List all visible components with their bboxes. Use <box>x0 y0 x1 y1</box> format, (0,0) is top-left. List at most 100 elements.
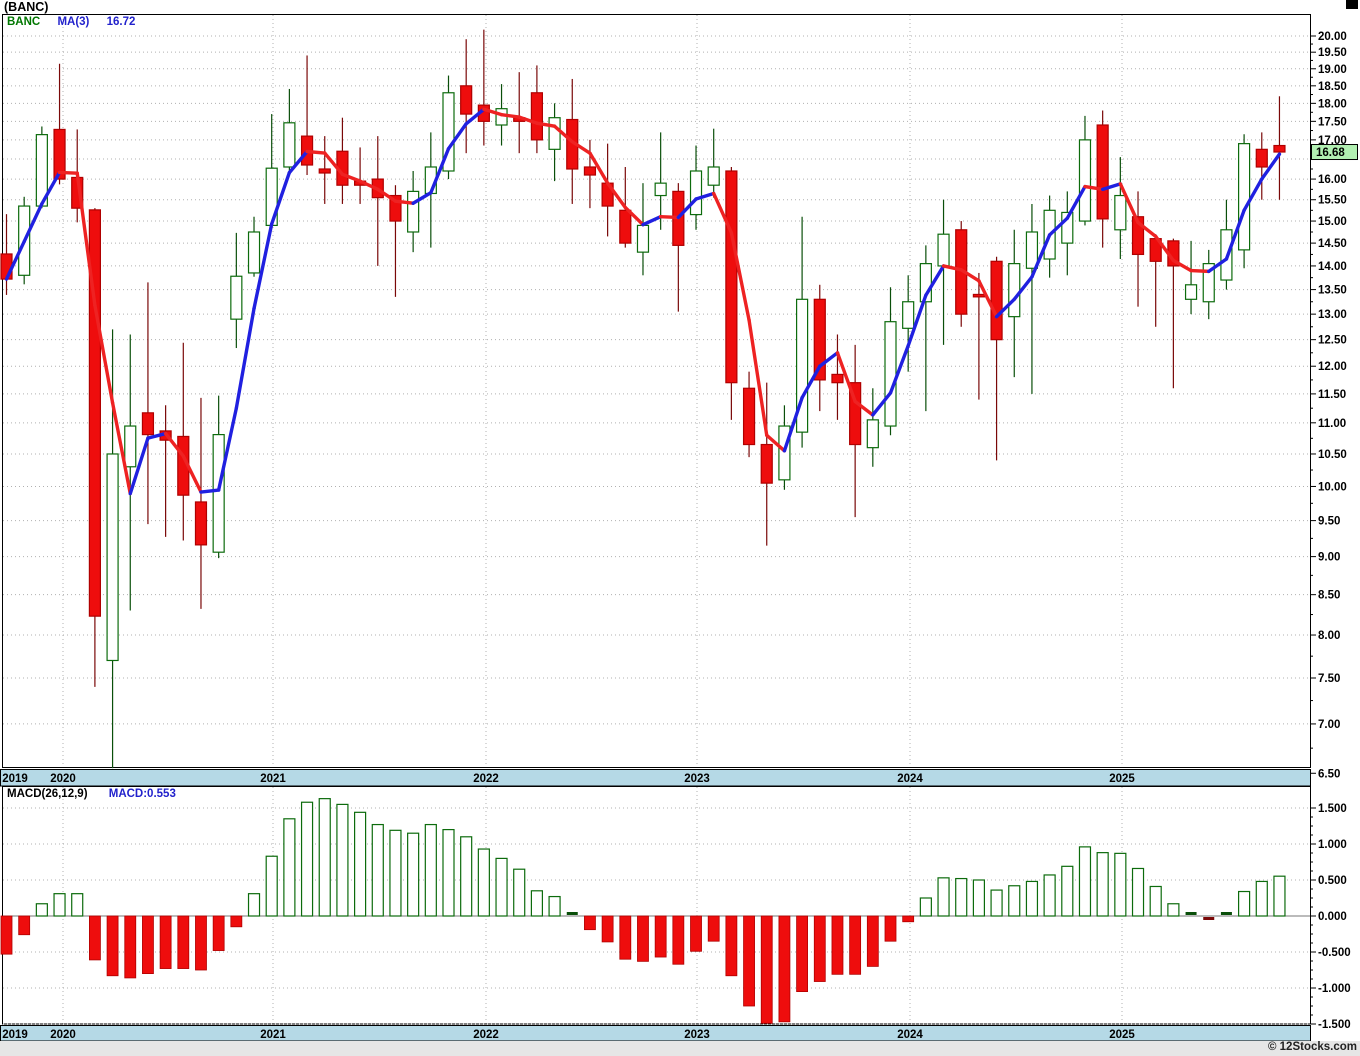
candlestick[interactable] <box>230 232 243 349</box>
macd-bar[interactable] <box>1185 912 1197 915</box>
macd-bar[interactable] <box>424 823 437 917</box>
macd-bar[interactable] <box>1025 880 1039 917</box>
macd-bar[interactable] <box>389 829 402 917</box>
macd-bar[interactable] <box>548 895 561 917</box>
candlestick[interactable] <box>1025 203 1039 394</box>
macd-bar[interactable] <box>725 915 738 977</box>
candlestick[interactable] <box>212 395 225 559</box>
macd-bar[interactable] <box>990 889 1003 917</box>
macd-bar[interactable] <box>972 879 986 917</box>
candlestick[interactable] <box>919 245 932 412</box>
candlestick[interactable] <box>707 128 720 198</box>
macd-bar[interactable] <box>813 915 826 982</box>
macd-bar[interactable] <box>318 798 331 917</box>
candlestick[interactable] <box>689 145 703 230</box>
macd-bar[interactable] <box>1096 852 1109 917</box>
macd-bar[interactable] <box>1167 903 1180 917</box>
candlestick[interactable] <box>1202 249 1215 320</box>
macd-bar[interactable] <box>1149 885 1162 917</box>
candlestick[interactable] <box>849 344 862 518</box>
candlestick[interactable] <box>247 216 261 277</box>
candlestick[interactable] <box>1061 191 1074 276</box>
candlestick[interactable] <box>813 284 826 412</box>
macd-bar[interactable] <box>212 915 225 951</box>
macd-bar[interactable] <box>1043 874 1056 917</box>
candlestick[interactable] <box>725 166 738 420</box>
candlestick[interactable] <box>654 132 667 230</box>
candlestick[interactable] <box>1078 115 1092 226</box>
candlestick[interactable] <box>442 75 455 180</box>
macd-bar[interactable] <box>442 828 455 917</box>
macd-bar[interactable] <box>159 915 172 969</box>
macd-bar[interactable] <box>866 915 879 967</box>
macd-bar[interactable] <box>601 915 614 943</box>
candlestick[interactable] <box>530 65 544 154</box>
candlestick[interactable] <box>283 88 296 173</box>
macd-bar[interactable] <box>354 811 367 917</box>
macd-bar[interactable] <box>124 915 137 979</box>
candlestick[interactable] <box>389 185 402 297</box>
candlestick[interactable] <box>795 216 809 448</box>
macd-bar[interactable] <box>849 915 862 975</box>
macd-bar[interactable] <box>1273 875 1286 917</box>
macd-bar[interactable] <box>796 915 808 992</box>
candlestick[interactable] <box>1255 132 1268 200</box>
macd-bar[interactable] <box>1061 865 1074 917</box>
macd-bar[interactable] <box>195 915 207 971</box>
macd-bar[interactable] <box>1203 917 1215 920</box>
macd-bar[interactable] <box>760 915 773 1024</box>
macd-bar[interactable] <box>460 836 473 917</box>
macd-bar[interactable] <box>654 915 667 958</box>
macd-bar[interactable] <box>672 915 685 965</box>
macd-bar[interactable] <box>89 915 101 961</box>
candlestick[interactable] <box>742 371 756 458</box>
macd-bar[interactable] <box>283 818 296 917</box>
candlestick[interactable] <box>194 397 208 609</box>
macd-bar[interactable] <box>1255 880 1268 917</box>
macd-bar[interactable] <box>1237 890 1251 917</box>
candlestick[interactable] <box>141 282 155 525</box>
macd-bar[interactable] <box>0 915 13 955</box>
macd-bar[interactable] <box>778 915 791 1023</box>
macd-bar[interactable] <box>53 893 66 917</box>
macd-bar[interactable] <box>1008 885 1021 917</box>
macd-bar[interactable] <box>937 877 950 917</box>
candlestick[interactable] <box>1096 110 1109 248</box>
candlestick[interactable] <box>460 39 473 154</box>
macd-bar[interactable] <box>177 915 190 969</box>
macd-bar[interactable] <box>690 915 702 952</box>
candlestick[interactable] <box>831 334 844 420</box>
macd-bar[interactable] <box>513 868 526 917</box>
macd-bar[interactable] <box>18 915 31 936</box>
macd-bar[interactable] <box>265 855 278 917</box>
macd-bar[interactable] <box>919 897 932 917</box>
candlestick[interactable] <box>1273 96 1286 200</box>
macd-bar[interactable] <box>247 893 261 917</box>
candlestick[interactable] <box>902 275 915 372</box>
candlestick[interactable] <box>866 388 879 467</box>
macd-bar[interactable] <box>584 915 596 931</box>
macd-bar[interactable] <box>619 915 632 960</box>
candlestick[interactable] <box>548 103 561 182</box>
candlestick[interactable] <box>124 334 137 611</box>
macd-bar[interactable] <box>477 848 490 917</box>
candlestick[interactable] <box>990 256 1003 461</box>
macd-bar[interactable] <box>884 915 897 942</box>
candlestick[interactable] <box>407 170 420 253</box>
macd-bar[interactable] <box>902 915 915 923</box>
macd-bar[interactable] <box>743 915 755 1007</box>
macd-bar[interactable] <box>142 915 154 974</box>
macd-bar[interactable] <box>230 915 243 928</box>
candlestick[interactable] <box>760 382 773 546</box>
macd-bar[interactable] <box>1131 867 1145 917</box>
candlestick[interactable] <box>1114 157 1127 260</box>
macd-bar[interactable] <box>566 912 578 915</box>
macd-bar[interactable] <box>300 801 314 917</box>
candlestick[interactable] <box>88 208 102 687</box>
candlestick[interactable] <box>1184 240 1198 315</box>
macd-bar[interactable] <box>71 893 84 917</box>
macd-bar[interactable] <box>707 915 720 942</box>
macd-bar[interactable] <box>1114 852 1127 917</box>
candlestick[interactable] <box>53 63 66 185</box>
macd-bar[interactable] <box>831 915 844 975</box>
